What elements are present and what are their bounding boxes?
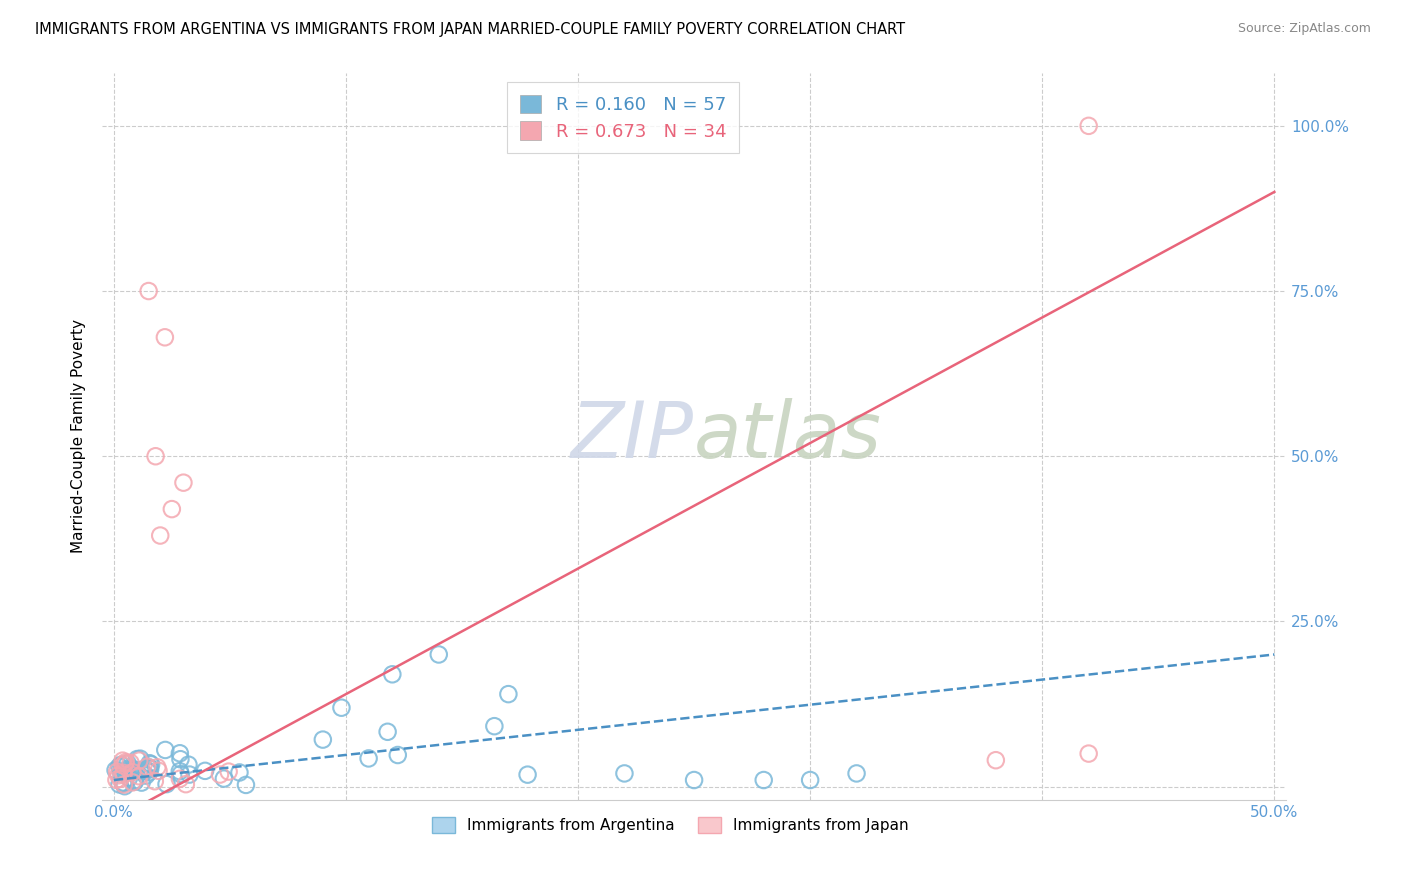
Point xyxy=(114,779,136,793)
Point xyxy=(160,502,183,516)
Point xyxy=(108,759,131,773)
Point xyxy=(121,762,143,776)
Point xyxy=(110,757,132,772)
Point xyxy=(139,757,162,772)
Point xyxy=(112,778,135,792)
Point xyxy=(498,687,520,701)
Point xyxy=(484,719,506,733)
Point xyxy=(377,724,399,739)
Point xyxy=(169,772,191,786)
Point xyxy=(138,756,160,771)
Point xyxy=(427,648,450,662)
Y-axis label: Married-Couple Family Poverty: Married-Couple Family Poverty xyxy=(72,319,86,553)
Point xyxy=(121,775,143,789)
Point xyxy=(146,760,169,774)
Point xyxy=(174,777,197,791)
Point xyxy=(118,771,141,785)
Point xyxy=(129,763,152,777)
Point xyxy=(212,772,235,786)
Point xyxy=(131,764,153,779)
Point xyxy=(128,754,150,768)
Point xyxy=(131,775,153,789)
Point xyxy=(120,756,142,770)
Point xyxy=(169,746,191,760)
Point xyxy=(153,330,176,344)
Point xyxy=(387,747,409,762)
Point xyxy=(312,732,335,747)
Point xyxy=(845,766,868,780)
Point xyxy=(357,751,380,765)
Point xyxy=(143,774,166,789)
Point xyxy=(381,667,404,681)
Point xyxy=(179,767,201,781)
Point xyxy=(112,775,135,789)
Point xyxy=(135,769,157,783)
Point xyxy=(107,768,129,782)
Point xyxy=(145,449,167,463)
Point xyxy=(114,755,136,769)
Point xyxy=(984,753,1007,767)
Point xyxy=(516,767,538,781)
Point xyxy=(117,762,139,776)
Text: ZIP: ZIP xyxy=(571,399,695,475)
Point xyxy=(108,777,131,791)
Point xyxy=(218,764,240,779)
Text: IMMIGRANTS FROM ARGENTINA VS IMMIGRANTS FROM JAPAN MARRIED-COUPLE FAMILY POVERTY: IMMIGRANTS FROM ARGENTINA VS IMMIGRANTS … xyxy=(35,22,905,37)
Point xyxy=(112,765,135,780)
Point xyxy=(235,778,257,792)
Point xyxy=(208,767,231,781)
Point xyxy=(752,772,775,787)
Point xyxy=(112,768,135,782)
Point xyxy=(138,765,160,780)
Point xyxy=(1077,747,1099,761)
Point xyxy=(799,772,821,787)
Point xyxy=(139,762,162,776)
Point xyxy=(155,743,177,757)
Point xyxy=(138,760,160,774)
Point xyxy=(104,763,127,777)
Point xyxy=(105,772,128,787)
Point xyxy=(330,700,353,714)
Point xyxy=(115,764,138,778)
Point xyxy=(138,284,160,298)
Point xyxy=(148,764,170,778)
Point xyxy=(136,760,159,774)
Point xyxy=(172,475,194,490)
Point xyxy=(111,758,134,772)
Point xyxy=(683,772,706,787)
Point xyxy=(110,764,132,779)
Point xyxy=(114,766,136,780)
Point xyxy=(127,752,149,766)
Point xyxy=(114,756,136,771)
Point xyxy=(129,752,152,766)
Point xyxy=(112,776,135,790)
Point xyxy=(194,764,217,778)
Point xyxy=(177,757,200,772)
Point xyxy=(149,528,172,542)
Point xyxy=(170,767,193,781)
Point xyxy=(124,773,146,788)
Legend: Immigrants from Argentina, Immigrants from Japan: Immigrants from Argentina, Immigrants fr… xyxy=(426,811,915,839)
Point xyxy=(105,764,128,779)
Point xyxy=(125,764,148,778)
Point xyxy=(169,764,191,779)
Point xyxy=(111,754,134,768)
Text: Source: ZipAtlas.com: Source: ZipAtlas.com xyxy=(1237,22,1371,36)
Point xyxy=(124,774,146,789)
Point xyxy=(169,752,191,766)
Point xyxy=(155,777,177,791)
Point xyxy=(1077,119,1099,133)
Point xyxy=(118,764,141,779)
Point xyxy=(228,765,250,780)
Point xyxy=(117,756,139,771)
Point xyxy=(121,765,143,780)
Point xyxy=(128,769,150,783)
Point xyxy=(613,766,636,780)
Text: atlas: atlas xyxy=(695,399,882,475)
Point xyxy=(136,764,159,778)
Point xyxy=(110,772,132,786)
